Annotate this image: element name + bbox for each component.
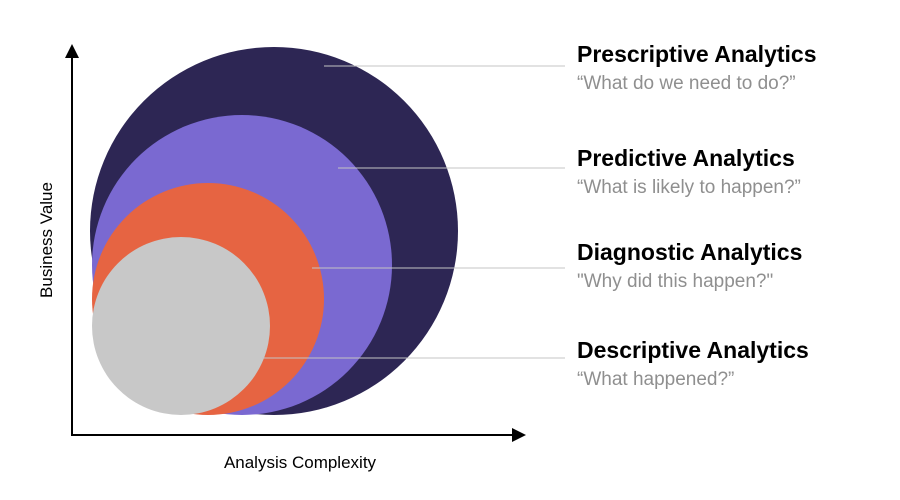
- descriptive-analytics-label: Descriptive Analytics “What happened?”: [577, 336, 897, 392]
- prescriptive-analytics-question: “What do we need to do?”: [577, 73, 796, 94]
- x-axis-arrow-icon: [512, 428, 526, 442]
- diagnostic-analytics-label: Diagnostic Analytics "Why did this happe…: [577, 238, 897, 294]
- diagnostic-analytics-title: Diagnostic Analytics: [577, 239, 803, 265]
- prescriptive-analytics-title: Prescriptive Analytics: [577, 41, 817, 67]
- predictive-analytics-label: Predictive Analytics “What is likely to …: [577, 144, 897, 200]
- diagnostic-analytics-question: "Why did this happen?": [577, 271, 774, 292]
- predictive-analytics-title: Predictive Analytics: [577, 145, 795, 171]
- y-axis-arrow-icon: [65, 44, 79, 58]
- prescriptive-analytics-label: Prescriptive Analytics “What do we need …: [577, 40, 897, 96]
- descriptive-analytics-circle: [92, 237, 270, 415]
- y-axis-title: Business Value: [37, 182, 56, 298]
- descriptive-analytics-question: “What happened?”: [577, 369, 735, 390]
- predictive-analytics-question: “What is likely to happen?”: [577, 177, 801, 198]
- descriptive-analytics-title: Descriptive Analytics: [577, 337, 809, 363]
- x-axis-title: Analysis Complexity: [224, 453, 377, 472]
